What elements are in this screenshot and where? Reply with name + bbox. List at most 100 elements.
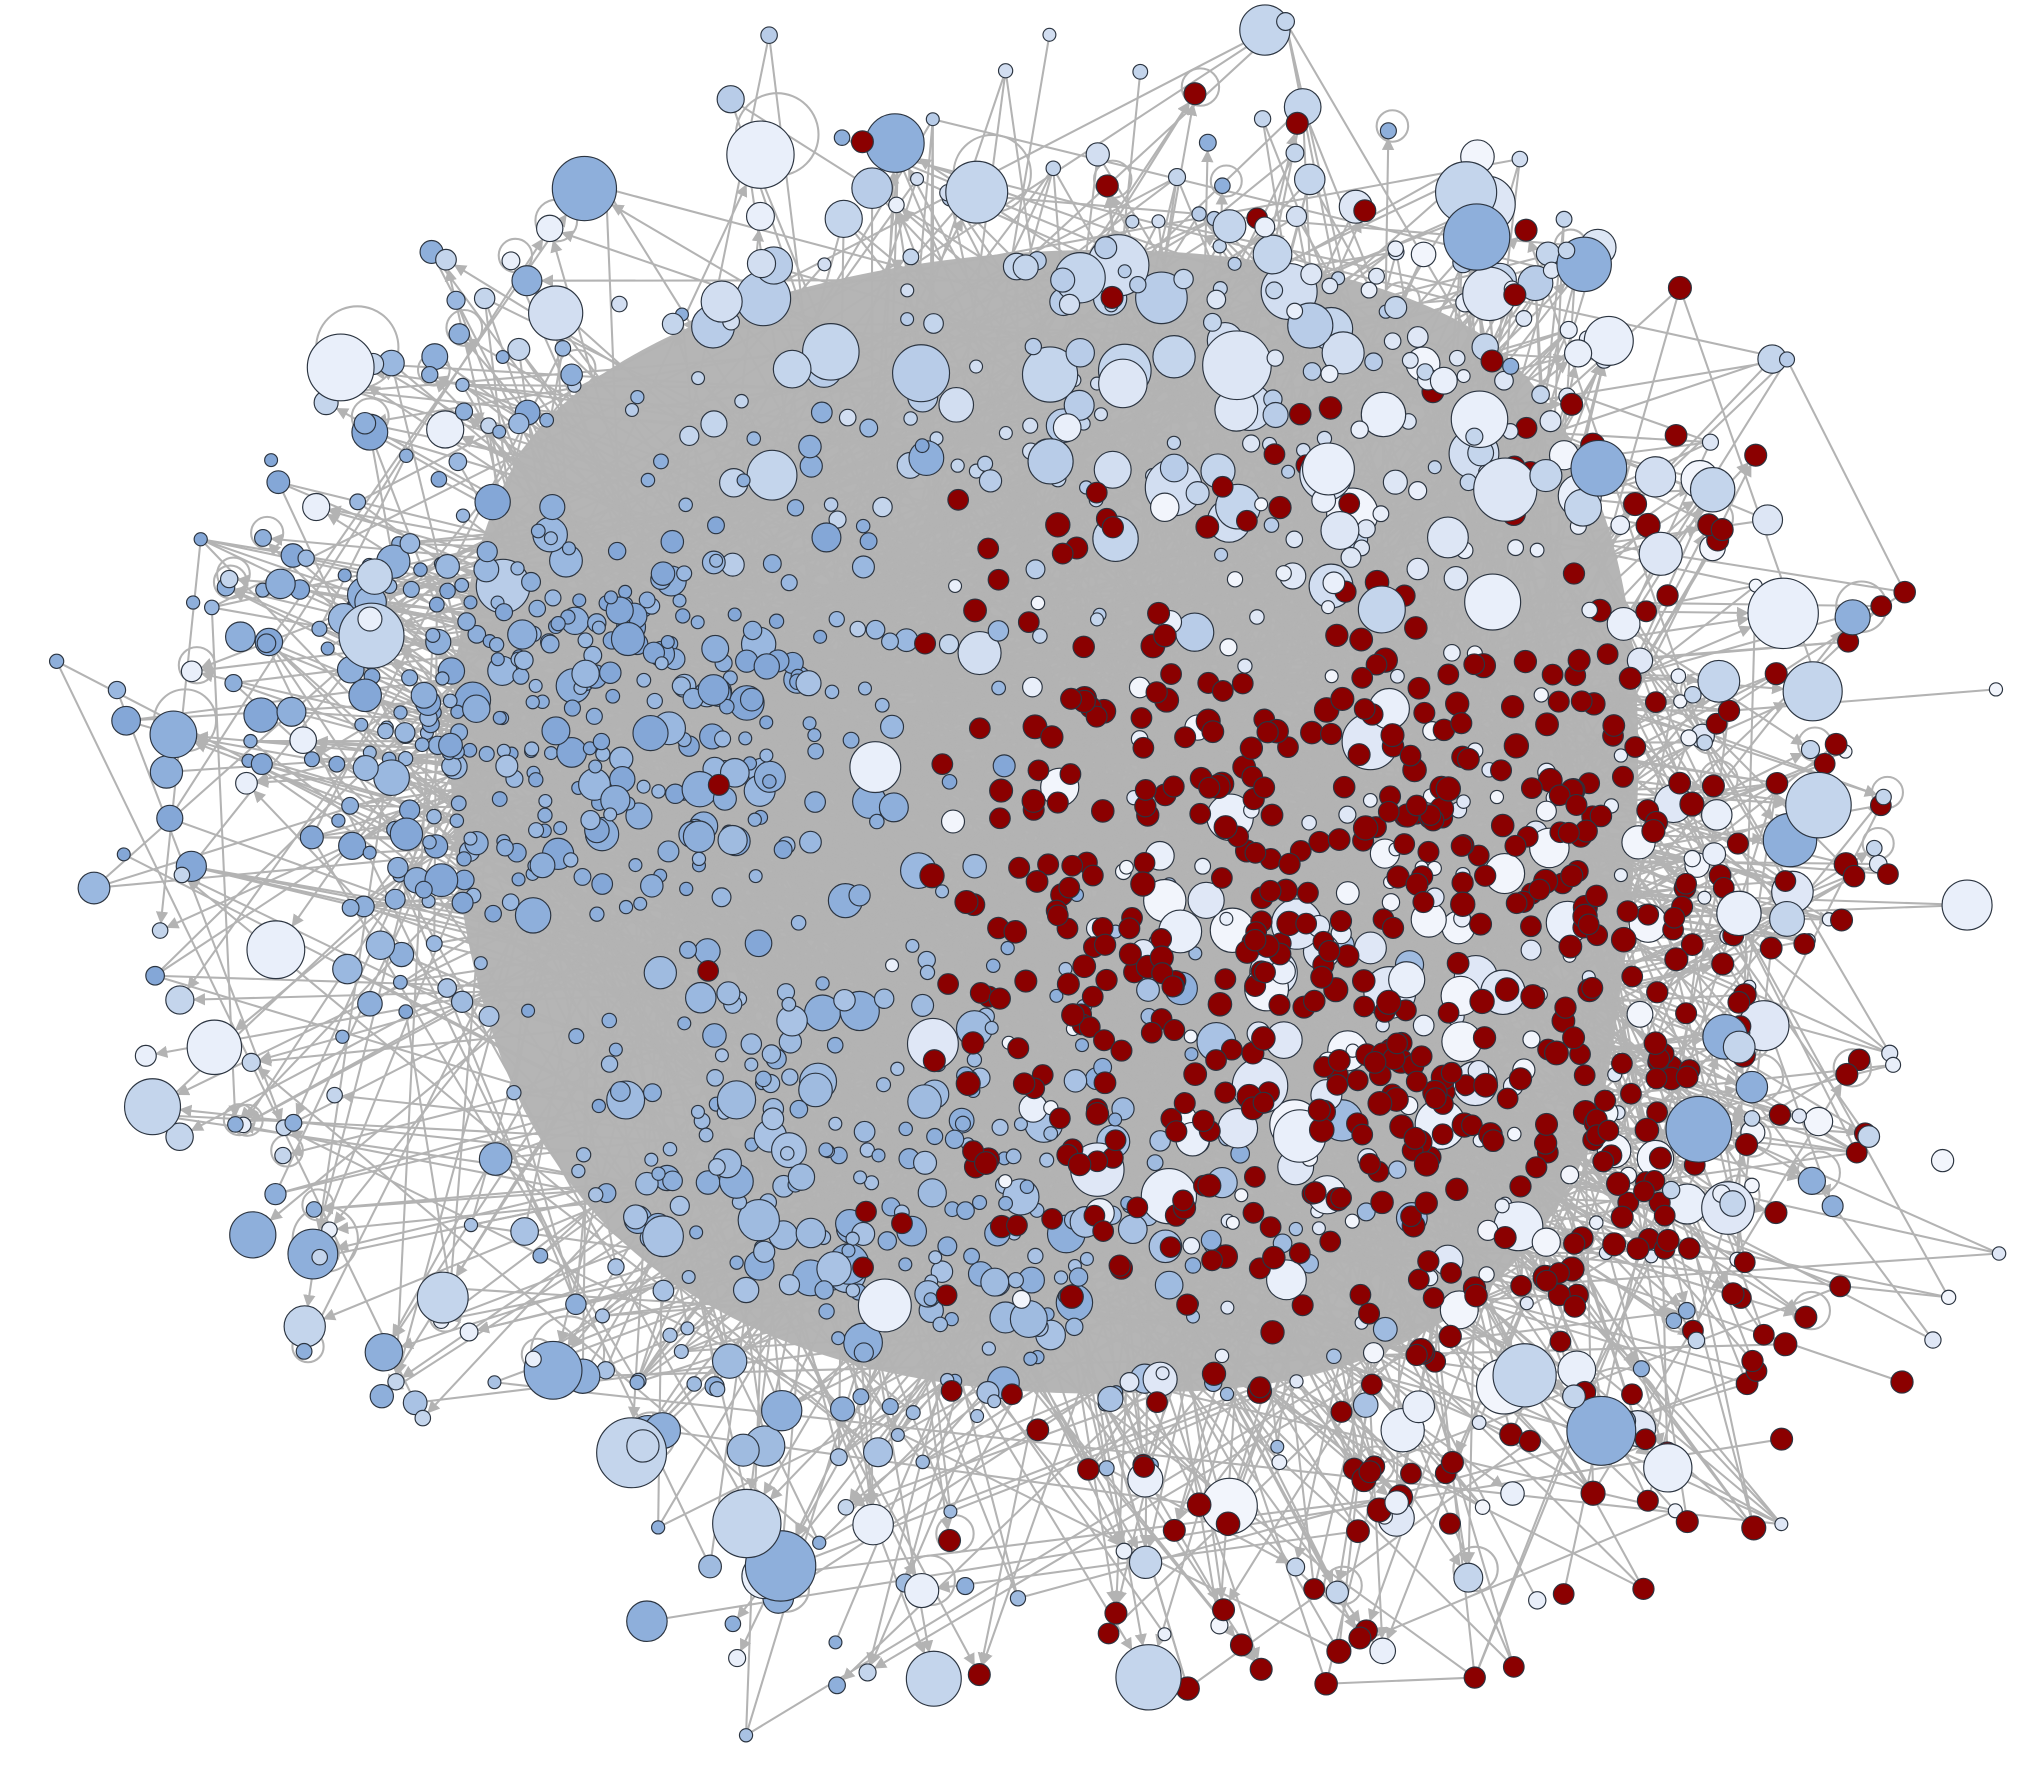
node: [455, 508, 471, 523]
node: [956, 1201, 975, 1220]
node: [1563, 1294, 1587, 1318]
node: [984, 1020, 999, 1035]
node: [1307, 1098, 1331, 1122]
node: [1154, 1270, 1184, 1300]
edge: [401, 1216, 637, 1379]
node: [107, 680, 127, 700]
node: [1039, 1152, 1055, 1168]
edge: [398, 533, 551, 545]
node: [1563, 1232, 1586, 1255]
node: [1351, 1123, 1374, 1146]
node: [691, 371, 706, 386]
node: [1643, 1443, 1693, 1493]
node: [1412, 1014, 1435, 1037]
node: [1735, 1070, 1769, 1104]
node: [650, 561, 676, 586]
node: [1117, 264, 1132, 279]
node: [638, 591, 656, 609]
node: [1687, 1331, 1706, 1350]
node: [384, 888, 406, 910]
edge: [790, 1074, 1586, 1591]
node: [303, 751, 321, 768]
node: [1473, 457, 1538, 522]
node: [786, 499, 805, 517]
node: [1752, 504, 1784, 536]
edge: [392, 658, 903, 1214]
node: [305, 1201, 323, 1218]
node: [1448, 349, 1466, 367]
node: [640, 874, 664, 898]
node: [1356, 1202, 1376, 1222]
node: [878, 792, 909, 823]
node: [744, 929, 773, 958]
node: [905, 1405, 921, 1421]
node: [734, 393, 749, 409]
node: [1104, 1129, 1127, 1152]
node: [1791, 1108, 1807, 1124]
node: [1764, 662, 1788, 686]
edge: [1392, 192, 1468, 1059]
node: [833, 988, 856, 1012]
node: [1560, 1165, 1580, 1185]
node: [753, 653, 780, 680]
node: [851, 167, 893, 209]
node: [865, 113, 925, 173]
node: [362, 845, 377, 860]
node: [435, 248, 457, 271]
node: [588, 1187, 604, 1203]
node: [610, 621, 646, 657]
edge: [774, 157, 900, 1584]
node: [716, 981, 741, 1006]
node: [1053, 1270, 1069, 1285]
node: [165, 985, 195, 1015]
node: [1520, 939, 1542, 961]
node: [365, 930, 396, 960]
node: [1212, 1598, 1236, 1622]
self-loop: [1452, 1545, 1499, 1593]
node: [1098, 1460, 1115, 1477]
node: [711, 1343, 748, 1379]
node: [1610, 926, 1637, 953]
node: [473, 287, 496, 310]
node: [1414, 1191, 1438, 1215]
node: [1722, 1030, 1756, 1064]
node: [1890, 1370, 1914, 1394]
node: [1263, 443, 1286, 466]
node: [1089, 612, 1105, 627]
node: [455, 377, 470, 393]
node: [1562, 1384, 1586, 1409]
node: [591, 1098, 606, 1114]
node: [1059, 1284, 1084, 1309]
node: [1192, 1109, 1215, 1133]
edge: [881, 506, 1126, 1545]
node: [1764, 1201, 1788, 1225]
node: [1296, 881, 1319, 904]
node: [1645, 1067, 1668, 1090]
node: [689, 1225, 704, 1240]
node: [802, 716, 817, 731]
node: [998, 1174, 1013, 1189]
edge: [258, 605, 1882, 1063]
edge: [404, 1011, 452, 1289]
node: [1184, 1257, 1202, 1274]
node: [410, 681, 438, 709]
node: [1030, 595, 1046, 611]
node: [538, 793, 553, 809]
node: [1702, 842, 1727, 867]
node: [702, 1023, 727, 1048]
node: [449, 813, 465, 829]
node: [1744, 443, 1768, 467]
node: [1924, 1331, 1942, 1349]
node: [1326, 1073, 1349, 1096]
node: [1093, 407, 1109, 422]
node: [1752, 1323, 1775, 1346]
node: [1566, 1395, 1637, 1466]
edge: [1326, 1676, 1475, 1685]
node: [1132, 1455, 1156, 1478]
edge: [313, 746, 1484, 1509]
node: [1535, 241, 1561, 267]
node: [1700, 799, 1733, 831]
node: [1021, 346, 1079, 403]
node: [812, 1535, 827, 1550]
node: [1023, 1351, 1038, 1366]
